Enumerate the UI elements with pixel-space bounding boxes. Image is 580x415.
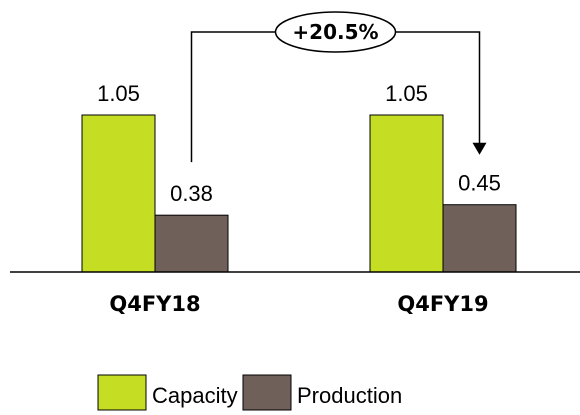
labels-group: 1.05 0.38 Q4FY18 1.05 0.45 Q4FY19 bbox=[97, 81, 501, 316]
bar-capacity-q4fy19 bbox=[369, 114, 444, 273]
legend-swatch-production bbox=[242, 374, 292, 411]
data-label-production-q4fy19: 0.45 bbox=[458, 171, 501, 196]
growth-label: +20.5% bbox=[292, 20, 378, 44]
data-label-capacity-q4fy19: 1.05 bbox=[385, 81, 428, 106]
growth-annotation: +20.5% bbox=[190, 11, 487, 163]
bar-capacity-q4fy18 bbox=[81, 114, 156, 273]
legend-swatch-capacity bbox=[97, 374, 147, 411]
legend-label-capacity: Capacity bbox=[152, 383, 238, 408]
arrow-head bbox=[472, 142, 487, 155]
bars-group bbox=[81, 114, 517, 273]
growth-badge bbox=[274, 11, 397, 53]
category-label-q4fy19: Q4FY19 bbox=[397, 292, 488, 316]
legend-label-production: Production bbox=[297, 383, 402, 408]
bar-production-q4fy19 bbox=[442, 204, 517, 273]
legend: Capacity Production bbox=[97, 374, 402, 411]
category-label-q4fy18: Q4FY18 bbox=[109, 292, 200, 316]
bar-production-q4fy18 bbox=[154, 214, 229, 273]
data-label-production-q4fy18: 0.38 bbox=[170, 181, 213, 206]
data-label-capacity-q4fy18: 1.05 bbox=[97, 81, 140, 106]
